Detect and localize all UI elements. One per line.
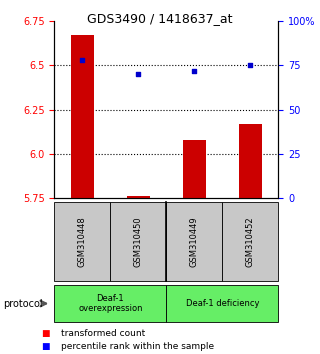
Text: GSM310450: GSM310450 bbox=[134, 216, 143, 267]
Text: Deaf-1
overexpression: Deaf-1 overexpression bbox=[78, 294, 143, 313]
Text: protocol: protocol bbox=[3, 298, 43, 309]
Point bbox=[192, 68, 197, 74]
Bar bbox=[71, 35, 93, 198]
Point bbox=[248, 63, 253, 68]
Text: ■: ■ bbox=[42, 329, 50, 338]
Text: GSM310449: GSM310449 bbox=[190, 216, 199, 267]
Text: transformed count: transformed count bbox=[61, 329, 145, 338]
Text: GSM310448: GSM310448 bbox=[78, 216, 87, 267]
Bar bbox=[183, 140, 206, 198]
Text: Deaf-1 deficiency: Deaf-1 deficiency bbox=[186, 299, 259, 308]
Text: GSM310452: GSM310452 bbox=[246, 216, 255, 267]
Point bbox=[80, 57, 85, 63]
Bar bbox=[239, 124, 261, 198]
Text: ■: ■ bbox=[42, 342, 50, 351]
Point bbox=[136, 72, 141, 77]
Text: GDS3490 / 1418637_at: GDS3490 / 1418637_at bbox=[87, 12, 233, 25]
Text: percentile rank within the sample: percentile rank within the sample bbox=[61, 342, 214, 351]
Bar bbox=[127, 196, 150, 198]
